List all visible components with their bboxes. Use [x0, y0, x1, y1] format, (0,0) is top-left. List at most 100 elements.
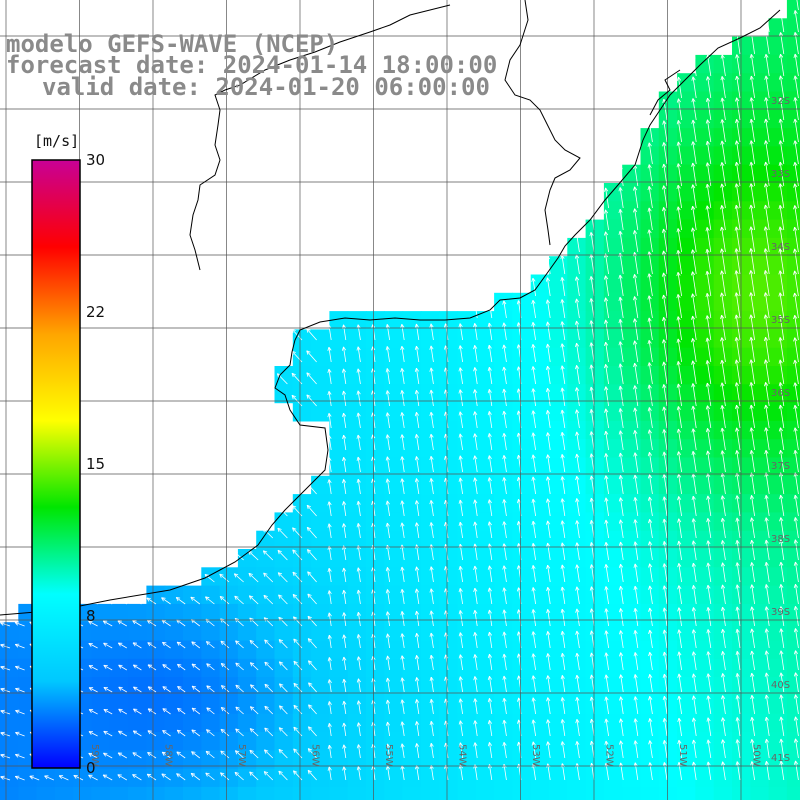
wind-arrow [546, 741, 551, 759]
wind-arrow [487, 631, 493, 649]
wind-cell [109, 732, 129, 751]
wind-cell [585, 237, 605, 257]
wind-cell [658, 402, 678, 422]
wind-cell [713, 585, 733, 605]
wind-cell [622, 640, 642, 660]
wind-cell [603, 366, 623, 385]
wind-arrow [691, 651, 697, 671]
wind-cell [677, 274, 696, 294]
wind-arrow [502, 410, 507, 429]
wind-arrow [385, 743, 391, 759]
wind-cell [732, 732, 751, 751]
wind-cell [677, 713, 696, 733]
wind-arrow [342, 656, 347, 671]
wind-arrow [793, 583, 799, 605]
lat-label: 37S [771, 461, 790, 472]
wind-cell [347, 732, 367, 751]
wind-arrow [473, 345, 478, 363]
wind-arrow [248, 595, 259, 605]
wind-arrow [400, 390, 405, 407]
wind-cell [768, 640, 788, 660]
wind-arrow [589, 386, 595, 407]
wind-cell [530, 475, 550, 495]
wind-arrow [306, 328, 317, 341]
wind-cell [732, 311, 751, 330]
wind-cell [183, 622, 202, 642]
wind-arrow [793, 248, 799, 275]
wind-arrow [502, 741, 507, 759]
wind-cell [677, 329, 696, 349]
wind-cell [658, 658, 678, 678]
wind-arrow [385, 346, 390, 363]
wind-cell [677, 475, 696, 495]
wind-arrow [132, 774, 142, 781]
wind-cell [36, 786, 56, 800]
wind-arrow [589, 718, 595, 737]
wind-cell [622, 475, 642, 495]
wind-cell [732, 457, 751, 477]
wind-cell [274, 658, 294, 678]
wind-arrow [429, 654, 434, 671]
wind-cell [786, 54, 800, 74]
wind-arrow [429, 323, 434, 341]
wind-cell [329, 695, 349, 715]
wind-arrow [327, 657, 332, 671]
wind-cell [695, 256, 715, 276]
wind-cell [201, 695, 221, 715]
wind-arrow [103, 709, 113, 715]
wind-arrow [342, 501, 347, 517]
wind-cell [768, 695, 788, 715]
wind-cell [530, 768, 550, 788]
wind-cell [768, 18, 788, 38]
wind-arrow [691, 383, 697, 407]
wind-arrow [429, 389, 434, 407]
wind-arrow [706, 562, 712, 583]
wind-cell [292, 603, 312, 623]
wind-arrow [749, 226, 755, 253]
wind-arrow [147, 642, 157, 649]
wind-arrow [264, 727, 274, 737]
wind-cell [750, 530, 770, 550]
wind-arrow [662, 740, 668, 759]
wind-arrow [356, 567, 361, 583]
wind-arrow [531, 631, 536, 649]
wind-cell [512, 347, 532, 367]
wind-cell [603, 732, 623, 751]
valid-date: valid date: 2024-01-20 06:00:00 [42, 73, 490, 101]
wind-cell [658, 713, 678, 733]
wind-arrow [676, 451, 682, 473]
wind-cell [677, 658, 696, 678]
wind-arrow [307, 549, 317, 561]
wind-arrow [88, 709, 98, 715]
wind-arrow [618, 408, 624, 429]
wind-cell [713, 549, 733, 568]
wind-cell [768, 402, 788, 422]
wind-arrow [734, 226, 741, 253]
wind-cell [109, 640, 129, 660]
wind-arrow [619, 740, 624, 759]
wind-arrow [764, 494, 770, 517]
wind-arrow [342, 766, 347, 781]
wind-cell [549, 622, 568, 642]
wind-arrow [648, 696, 653, 715]
wind-cell [677, 549, 696, 568]
wind-arrow [720, 562, 726, 583]
wind-cell [91, 768, 111, 788]
wind-cell [549, 786, 568, 800]
wind-cell [530, 622, 550, 642]
wind-arrow [206, 663, 215, 671]
wind-arrow [132, 620, 142, 627]
wind-arrow [545, 410, 551, 429]
wind-cell [603, 585, 623, 605]
wind-arrow [385, 500, 390, 517]
wind-cell [146, 786, 166, 800]
wind-cell [786, 768, 800, 788]
wind-cell [658, 585, 678, 605]
wind-cell [0, 768, 19, 788]
wind-cell [512, 603, 532, 623]
wind-arrow [779, 650, 785, 671]
wind-arrow [618, 497, 624, 517]
wind-cell [366, 585, 385, 605]
wind-arrow [779, 694, 785, 715]
wind-arrow [734, 337, 741, 363]
